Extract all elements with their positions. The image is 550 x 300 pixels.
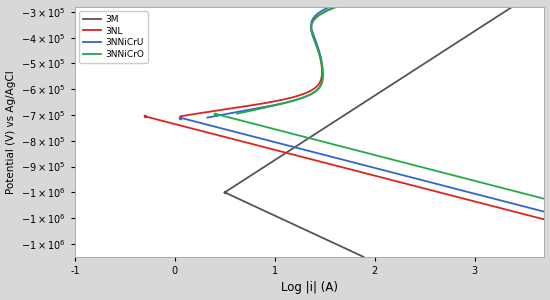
- 3NNiCrO: [211, 112, 218, 116]
- 3NNiCrU: [436, 183, 443, 186]
- Line: 3NNiCrU: 3NNiCrU: [180, 118, 550, 257]
- Legend: 3M, 3NL, 3NNiCrU, 3NNiCrO: 3M, 3NL, 3NNiCrU, 3NNiCrO: [79, 11, 148, 63]
- 3NNiCrO: [512, 189, 518, 193]
- 3M: [304, 229, 311, 232]
- Line: 3M: 3M: [225, 192, 364, 257]
- 3M: [222, 190, 228, 194]
- 3M: [360, 255, 367, 259]
- 3M: [335, 243, 342, 247]
- 3M: [287, 221, 294, 225]
- 3NNiCrO: [475, 180, 481, 184]
- X-axis label: Log |i| (A): Log |i| (A): [281, 281, 338, 294]
- 3NNiCrU: [498, 199, 504, 202]
- 3NL: [141, 115, 148, 118]
- 3NNiCrO: [478, 181, 485, 184]
- 3M: [296, 226, 303, 229]
- 3NL: [466, 198, 472, 202]
- 3M: [288, 222, 295, 225]
- 3NNiCrU: [469, 191, 475, 195]
- 3NL: [403, 182, 410, 186]
- Y-axis label: Potential (V) vs Ag/AgCl: Potential (V) vs Ag/AgCl: [6, 70, 15, 194]
- 3NNiCrU: [177, 116, 183, 119]
- 3NNiCrO: [541, 197, 548, 201]
- Line: 3NNiCrO: 3NNiCrO: [214, 114, 550, 257]
- 3NL: [436, 190, 443, 194]
- 3NNiCrU: [433, 182, 439, 185]
- Line: 3NL: 3NL: [145, 116, 550, 257]
- 3M: [357, 254, 364, 257]
- 3NL: [400, 181, 406, 185]
